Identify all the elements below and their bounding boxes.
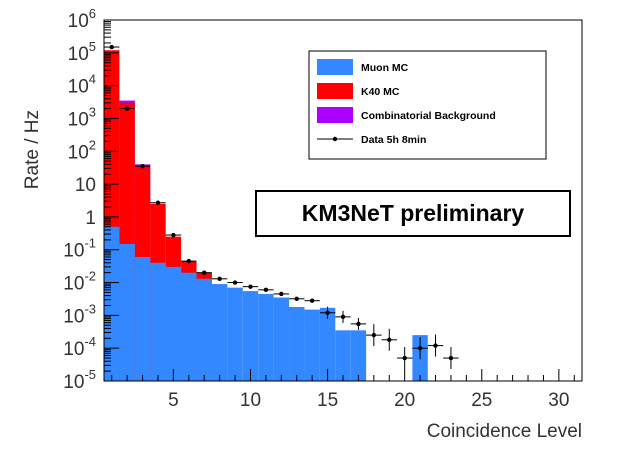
legend-label-k40-mc: K40 MC [361, 86, 400, 98]
data-point-9 [232, 280, 238, 285]
bar-muon-mc-10 [242, 291, 259, 381]
y-tick-label-base: 10 [68, 77, 89, 98]
annotation-text: KM3NeT preliminary [302, 200, 525, 226]
x-tick-label: 5 [168, 390, 179, 411]
y-tick-label-base: 10 [68, 11, 89, 32]
y-tick-label-exp: 3 [89, 104, 96, 119]
bar-muon-mc-7 [196, 278, 212, 381]
bar-muon-mc-9 [227, 287, 243, 381]
data-point-8 [217, 276, 222, 282]
legend-label-muon-mc: Muon MC [361, 62, 409, 74]
y-tick-label-base: 10 [63, 339, 84, 360]
x-tick-label: 20 [394, 390, 415, 411]
data-point-18 [371, 332, 377, 338]
y-tick-label-base: 10 [75, 175, 96, 196]
x-tick-label: 10 [240, 390, 261, 411]
y-tick-label-exp: 4 [89, 72, 96, 87]
data-point-14 [309, 298, 315, 303]
bar-muon-mc-8 [211, 284, 228, 381]
bar-muon-mc-6 [181, 272, 197, 381]
y-tick-label: 10-1 [63, 236, 96, 262]
legend: Muon MC K40 MC Combinatorial Background Dat… [308, 50, 547, 160]
bar-muon-mc-4 [150, 262, 166, 381]
data-point-11 [263, 287, 269, 293]
axis-ticks: 5 10 15 20 25 3010-510-410-310-210-1110102103… [63, 6, 575, 411]
y-tick-label-exp: -2 [84, 269, 96, 284]
y-tick-label: 1 [85, 208, 96, 229]
y-tick-label-exp: 5 [89, 39, 96, 54]
data-point-4 [155, 200, 161, 205]
data-point-3 [140, 164, 145, 169]
legend-label-combinatorial-background: Combinatorial Background [361, 110, 496, 122]
data-point-21 [417, 345, 423, 351]
y-tick-label-exp: 2 [89, 137, 96, 152]
bar-muon-mc-13 [289, 306, 305, 381]
data-point-19 [387, 337, 392, 343]
bar-muon-mc-1 [104, 226, 120, 381]
annotation-box [255, 190, 571, 237]
legend-swatch-k40-mc [317, 83, 353, 99]
y-tick-label-base: 10 [68, 44, 89, 65]
bar-muon-mc-2 [119, 243, 135, 381]
y-tick-label-base: 10 [63, 274, 84, 295]
y-axis-title: Rate / Hz [22, 110, 43, 189]
data-point-7 [202, 270, 207, 275]
y-tick-label-exp: -4 [84, 334, 96, 349]
data-point-2 [124, 106, 130, 111]
data-point-1 [109, 44, 114, 50]
y-tick-label: 10 [75, 175, 96, 196]
bar-muon-mc-5 [165, 266, 182, 381]
data-point-23 [448, 355, 454, 361]
histogram-bars [104, 50, 428, 382]
data-points [104, 44, 459, 370]
bar-muon-mc-12 [273, 297, 290, 381]
x-axis-title: Coincidence Level [427, 421, 582, 442]
y-tick-label: 104 [68, 72, 96, 98]
y-tick-label-base: 1 [85, 208, 96, 229]
legend-swatch-combinatorial-background [317, 107, 353, 123]
y-tick-label-exp: -5 [84, 367, 96, 382]
y-tick-label-base: 10 [68, 109, 89, 130]
data-point-22 [433, 343, 438, 348]
bar-muon-mc-16 [335, 330, 351, 381]
y-tick-label-base: 10 [63, 241, 84, 262]
y-tick-label: 102 [68, 137, 96, 163]
data-point-15 [325, 310, 330, 315]
y-tick-label: 105 [68, 39, 96, 65]
x-tick-label: 25 [471, 390, 492, 411]
y-tick-label: 106 [68, 6, 96, 32]
x-tick-label: 30 [548, 390, 569, 411]
data-point-17 [356, 321, 361, 327]
data-point-13 [294, 296, 299, 301]
data-point-16 [340, 314, 346, 320]
y-tick-label: 10-5 [63, 367, 96, 393]
y-tick-label: 10-3 [63, 301, 96, 327]
y-tick-label-base: 10 [68, 142, 89, 163]
y-tick-label-base: 10 [63, 306, 84, 327]
data-point-12 [279, 291, 284, 297]
bar-muon-mc-11 [258, 293, 274, 381]
legend-label-data-5h-8min: Data 5h 8min [361, 134, 426, 146]
y-tick-label-exp: -3 [84, 301, 96, 316]
legend-marker-data-5h-8min [332, 136, 338, 142]
y-tick-label-exp: -1 [84, 236, 96, 251]
x-tick-label: 15 [317, 390, 338, 411]
legend-items: Muon MC K40 MC Combinatorial Background Dat… [317, 59, 496, 146]
y-tick-label-exp: 6 [89, 6, 96, 21]
bar-muon-mc-15 [319, 307, 336, 381]
y-tick-label: 10-2 [63, 269, 96, 295]
data-point-6 [186, 258, 192, 264]
bar-muon-mc-14 [304, 309, 320, 381]
annotation: KM3NeT preliminary [255, 190, 571, 237]
bar-muon-mc-3 [134, 257, 151, 381]
y-tick-label: 10-4 [63, 334, 96, 360]
data-point-10 [248, 284, 253, 289]
data-point-5 [171, 232, 176, 238]
y-tick-label: 103 [68, 104, 96, 130]
bar-muon-mc-17 [350, 330, 367, 381]
data-point-20 [402, 355, 407, 361]
y-tick-label-base: 10 [63, 372, 84, 393]
legend-swatch-muon-mc [317, 59, 353, 75]
